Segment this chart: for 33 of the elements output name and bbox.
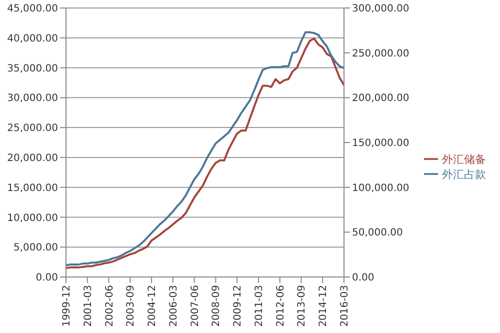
- y2-tick-label: 200,000.00: [352, 93, 410, 104]
- y-tick-label: 25,000.00: [7, 123, 58, 134]
- x-tick-label: 2014-12: [318, 285, 330, 327]
- x-tick-label: 2001-03: [82, 285, 94, 327]
- x-tick-label: 2012-06: [275, 285, 286, 327]
- y-tick-label: 20,000.00: [7, 152, 58, 164]
- x-tick-label: 2011-03: [254, 285, 265, 327]
- x-tick-label: 2002-06: [104, 285, 116, 327]
- y-tick-label: 45,000.00: [7, 4, 58, 15]
- x-tick-label: 2004-12: [147, 285, 158, 327]
- y-tick-label: 30,000.00: [7, 93, 58, 104]
- legend-label: 外汇占款: [442, 168, 486, 180]
- x-tick-label: 2007-06: [190, 285, 201, 327]
- y-tick-label: 15,000.00: [7, 182, 58, 194]
- y-tick-label: 5,000.00: [13, 242, 58, 254]
- x-tick-label: 2013-09: [296, 285, 308, 327]
- x-tick-label: 2008-09: [211, 285, 222, 327]
- y-tick-label: 10,000.00: [7, 212, 58, 224]
- y2-tick-label: 150,000.00: [352, 138, 410, 150]
- legend-label: 外汇储备: [442, 152, 486, 166]
- y-tick-label: 40,000.00: [7, 33, 58, 44]
- y2-tick-label: 250,000.00: [352, 48, 410, 60]
- y-tick-label: 35,000.00: [7, 63, 58, 74]
- y2-tick-label: 50,000.00: [352, 228, 403, 239]
- y2-tick-label: 100,000.00: [352, 182, 410, 194]
- x-tick-label: 2009-12: [232, 285, 244, 327]
- x-tick-label: 2016-03: [340, 285, 350, 327]
- y2-tick-label: 0.00: [352, 272, 374, 284]
- x-tick-label: 2006-03: [168, 285, 180, 327]
- y2-tick-label: 300,000.00: [352, 4, 410, 15]
- x-tick-label: 1999-12: [62, 285, 72, 327]
- y-tick-label: 0.00: [36, 272, 58, 284]
- x-tick-label: 2003-09: [126, 285, 137, 327]
